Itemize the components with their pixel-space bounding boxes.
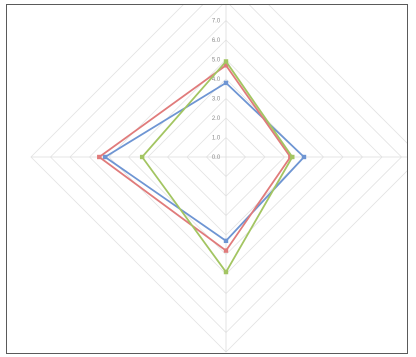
- series-point: [97, 154, 102, 160]
- radar-series: [97, 59, 307, 275]
- tick-label: 6.0: [212, 38, 221, 44]
- tick-label: 7.0: [212, 19, 221, 25]
- tick-label: 1.0: [212, 136, 221, 142]
- tick-label: 3.0: [212, 97, 221, 103]
- series-point: [139, 154, 145, 160]
- chart-frame: 0.0 1.0 2.0 3.0 4.0 5.0 6.0 7.0: [6, 4, 408, 354]
- series-point: [223, 269, 229, 275]
- series-point: [290, 154, 295, 160]
- series-point: [223, 238, 229, 244]
- series-point: [223, 63, 229, 68]
- series-point: [223, 59, 229, 64]
- series-line: [104, 82, 305, 242]
- radar-chart: 0.0 1.0 2.0 3.0 4.0 5.0 6.0 7.0: [30, 5, 407, 353]
- radar-tick-labels: 0.0 1.0 2.0 3.0 4.0 5.0 6.0 7.0: [212, 19, 221, 162]
- tick-label: 5.0: [212, 58, 221, 64]
- series-point: [223, 248, 229, 253]
- series-line: [141, 60, 294, 273]
- tick-label: 4.0: [212, 77, 221, 83]
- tick-label: 0.0: [212, 155, 221, 161]
- series-point: [223, 80, 229, 86]
- tick-label: 2.0: [212, 116, 221, 122]
- series-point: [301, 154, 307, 160]
- series-point: [102, 154, 108, 160]
